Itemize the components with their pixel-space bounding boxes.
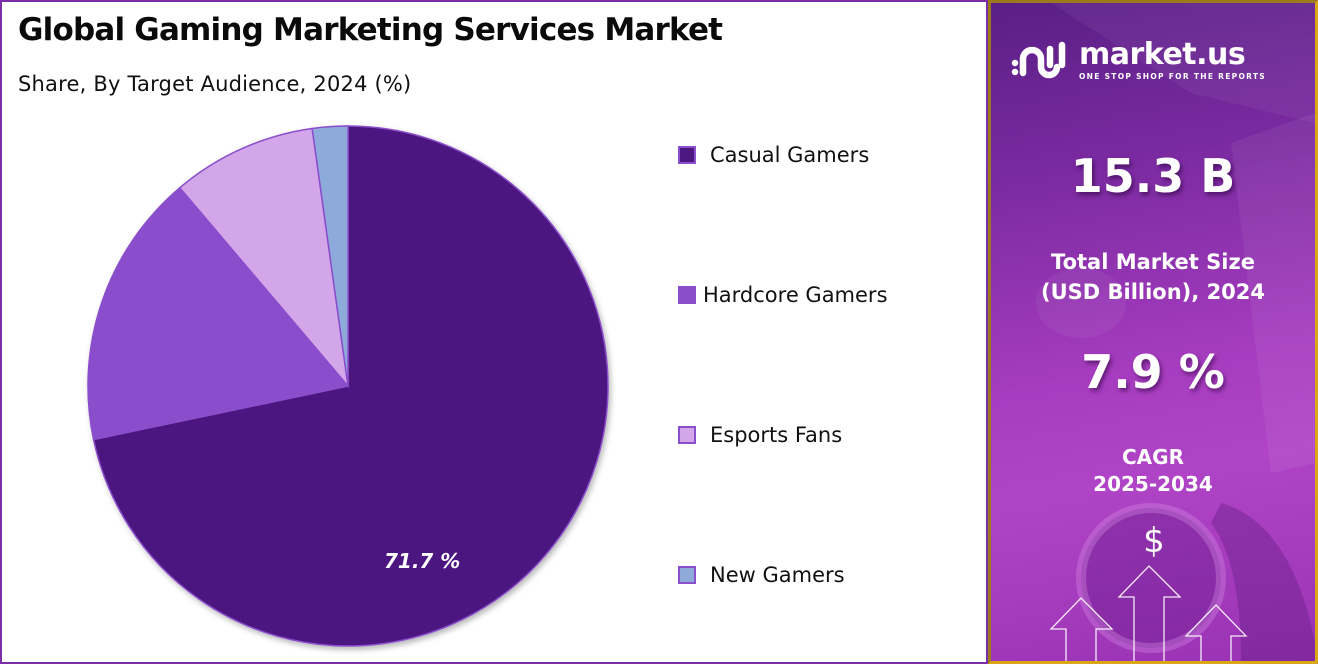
legend-item-esports-fans[interactable]: Esports Fans [678,423,842,447]
dollar-icon: $ [1143,521,1165,561]
legend-label: Hardcore Gamers [703,283,888,307]
growth-arrows-icon: $ [1049,521,1248,661]
pie-slice-esports-fans[interactable] [178,127,350,389]
pie-slice-hardcore-gamers[interactable] [87,186,350,441]
market-size-value: 15.3 B [1070,149,1236,203]
brand-tagline: ONE STOP SHOP FOR THE REPORTS [1079,71,1266,81]
legend-swatch-new-gamers [678,566,696,584]
pie-chart: 71.7 % [2,2,990,664]
pie-chart-svg [87,125,609,647]
legend-label: New Gamers [710,563,845,587]
legend-swatch-esports-fans [678,426,696,444]
legend-item-new-gamers[interactable]: New Gamers [678,563,845,587]
chart-panel: Global Gaming Marketing Services Market … [0,0,988,664]
cagr-caption-line2: 2025-2034 [1093,472,1213,496]
legend-swatch-casual-gamers [678,146,696,164]
chart-title: Global Gaming Marketing Services Market [18,12,723,48]
market-size-caption-line2: (USD Billion), 2024 [1040,280,1266,304]
chart-subtitle: Share, By Target Audience, 2024 (%) [18,72,412,96]
slice-label-casual-gamers: 71.7 % [384,549,461,573]
market-size-caption-line1: Total Market Size [1051,250,1255,274]
legend-label: Esports Fans [710,423,843,447]
brand-name: market.us [1079,36,1246,72]
legend-item-hardcore-gamers[interactable]: Hardcore Gamers [678,283,888,307]
info-panel: market.us ONE STOP SHOP FOR THE REPORTS … [988,0,1318,664]
pie-slice-new-gamers[interactable] [311,125,349,387]
legend-item-casual-gamers[interactable]: Casual Gamers [678,143,869,167]
cagr-caption-line1: CAGR [1122,445,1184,469]
cagr-value: 7.9 % [1081,345,1225,399]
legend-swatch-hardcore-gamers [678,286,696,304]
market-us-logo-icon [1011,41,1066,79]
brand-logo[interactable]: market.us ONE STOP SHOP FOR THE REPORTS [1009,39,1266,81]
legend-label: Casual Gamers [710,143,870,167]
background-decoration [1036,3,1315,661]
pie-slice-casual-gamers[interactable] [92,125,609,647]
